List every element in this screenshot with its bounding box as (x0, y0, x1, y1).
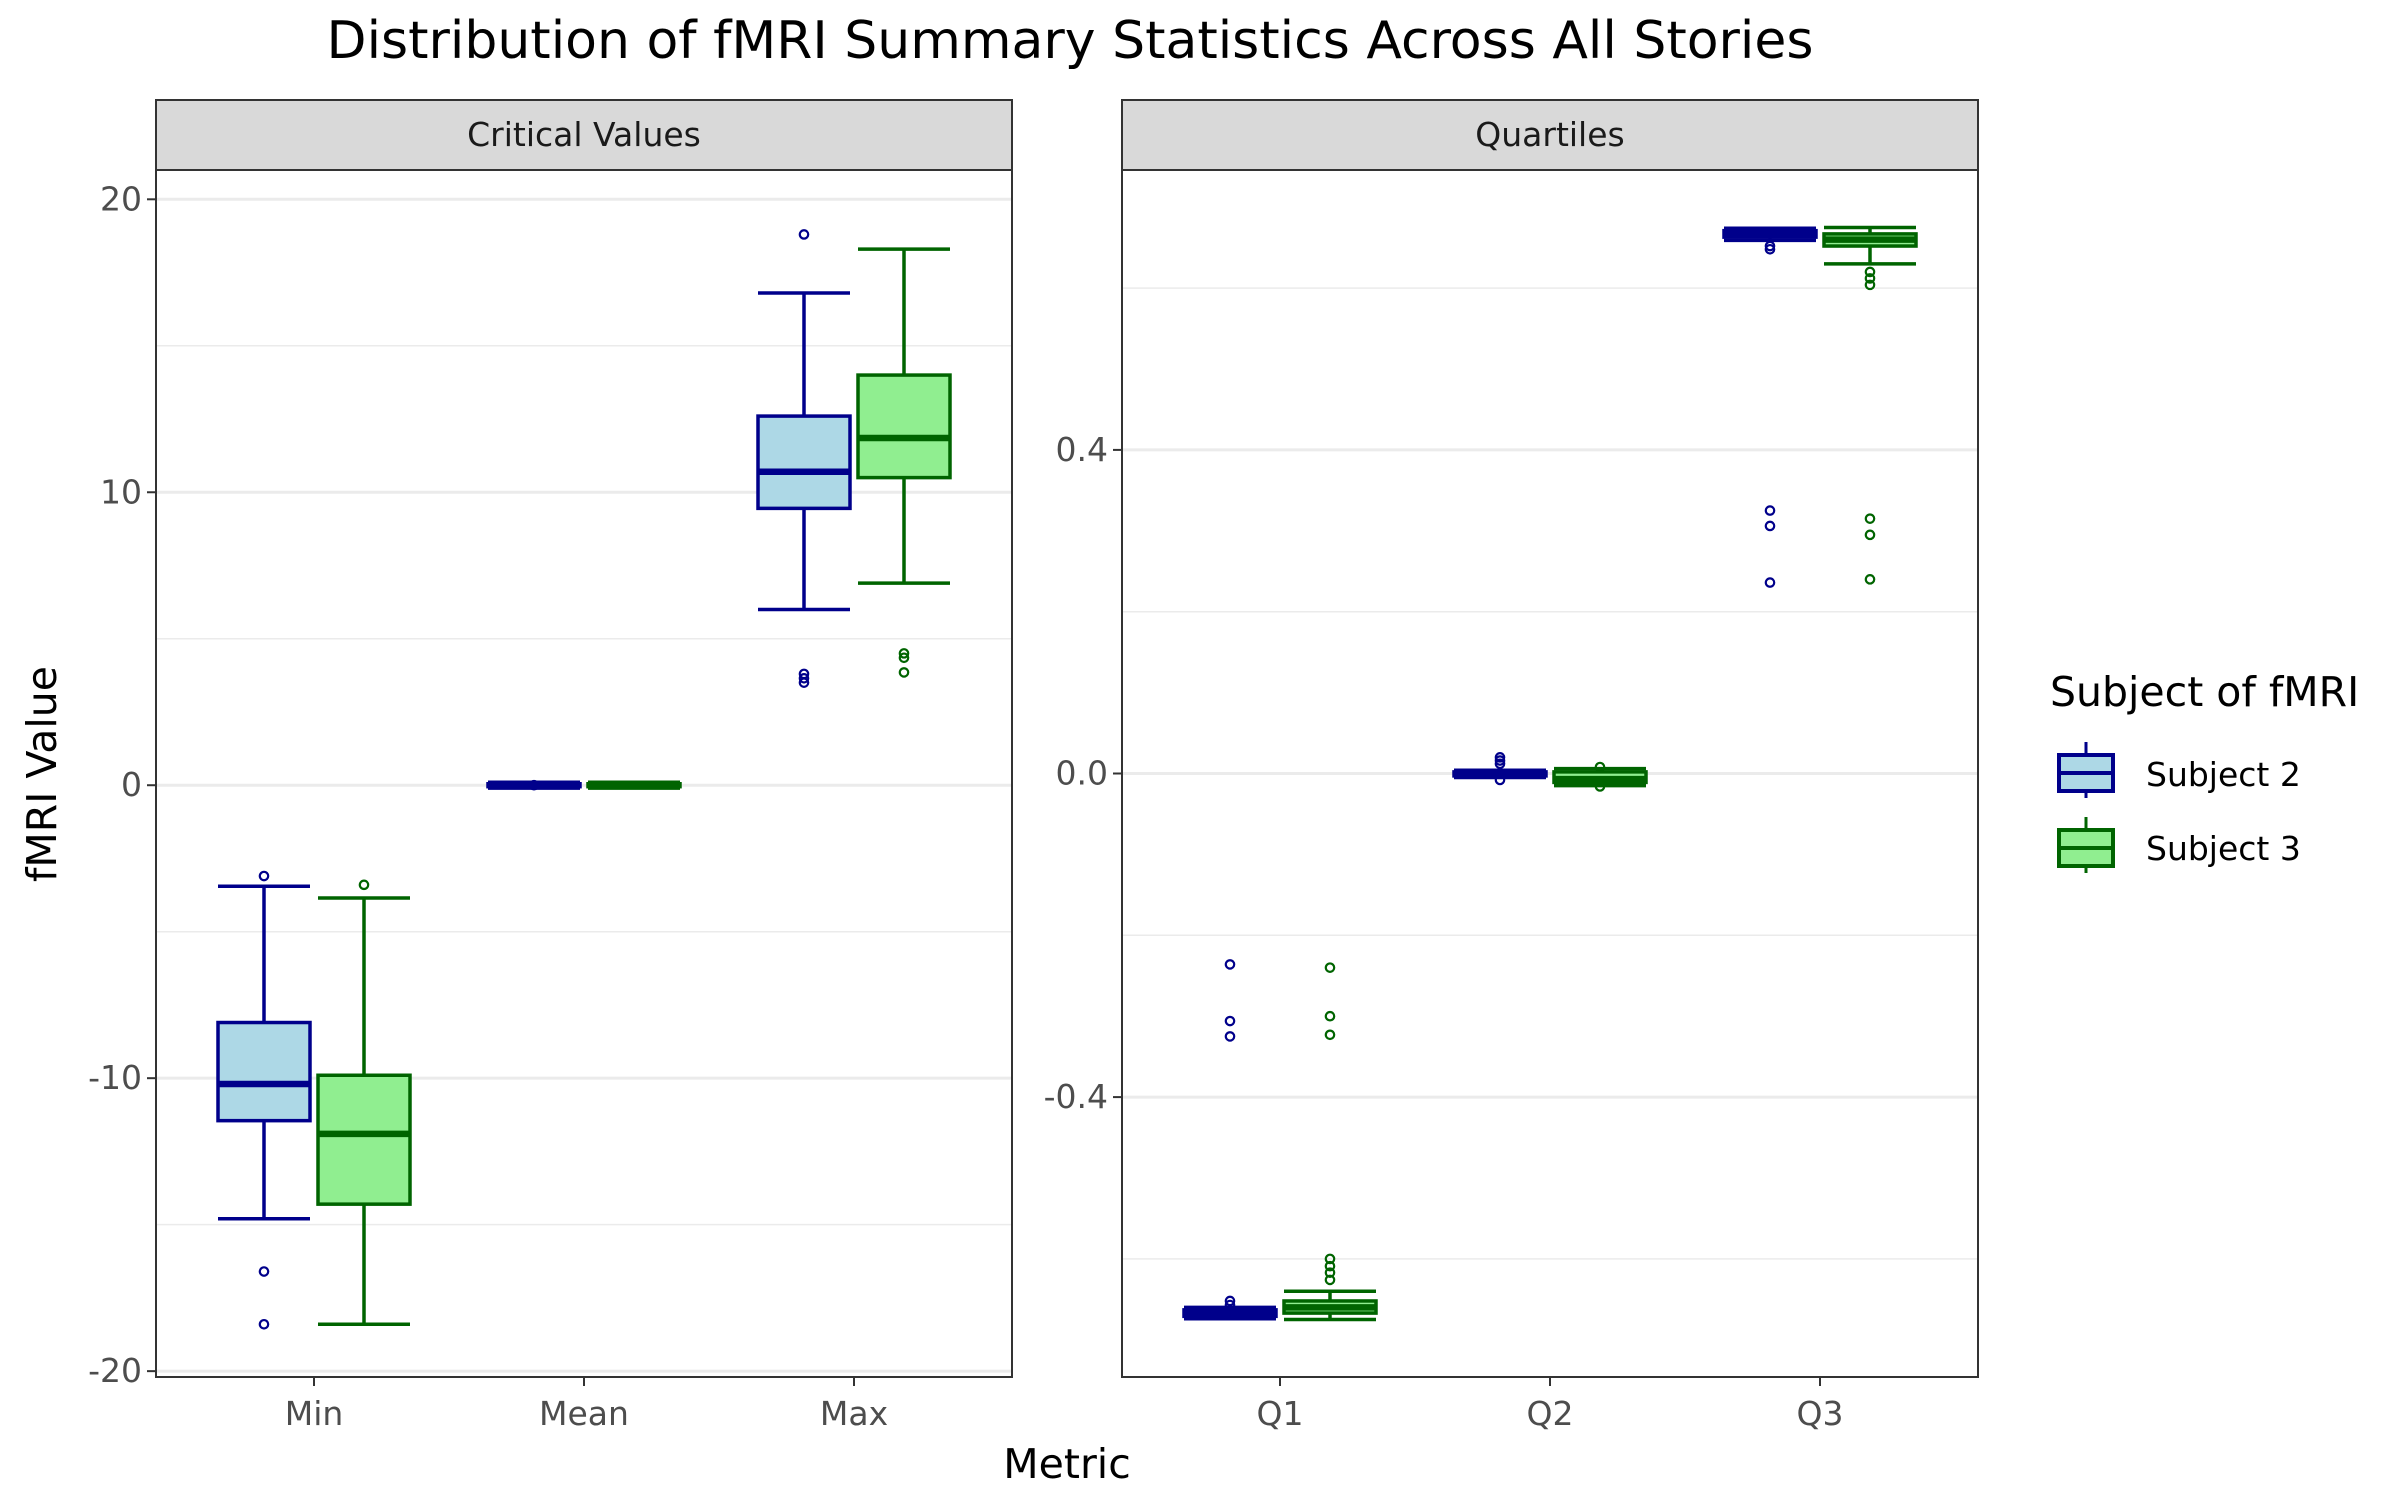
legend: Subject of fMRI Subject 2 Subject 3 (2050, 668, 2359, 873)
x-tick-label-max: Max (820, 1394, 888, 1433)
panel-strip-label: Critical Values (467, 115, 701, 154)
outlier-point (258, 1266, 270, 1277)
legend-key-subject-3 (2057, 817, 2115, 873)
outlier-point (1594, 781, 1606, 792)
y-tick-label: 20 (100, 179, 142, 218)
outlier-point (258, 1318, 270, 1330)
outlier-point (1864, 279, 1876, 291)
box-subject-3-max (856, 247, 952, 678)
outlier-point (1224, 1015, 1236, 1027)
chart-title: Distribution of fMRI Summary Statistics … (327, 11, 1814, 71)
outlier-point (798, 229, 810, 240)
outlier-point (1864, 273, 1876, 284)
y-tick-label: -10 (88, 1058, 142, 1097)
panel-strip (155, 99, 1013, 171)
outlier-point (1864, 529, 1876, 541)
outlier-point (528, 779, 540, 791)
y-axis-title: fMRI Value (18, 666, 66, 882)
outlier-point (358, 879, 370, 891)
y-tick-label: 0.4 (1056, 430, 1108, 469)
box-subject-2-mean (486, 779, 582, 791)
box-subject-2-q2 (1452, 752, 1548, 786)
box-subject-3-q2 (1552, 761, 1648, 792)
box-subject-2-q1 (1182, 959, 1278, 1321)
box-subject-3-q3 (1822, 225, 1918, 585)
box-body (316, 1073, 412, 1206)
outlier-point (1324, 1274, 1336, 1286)
outlier-point (1224, 1295, 1236, 1307)
box-subject-3-mean (586, 780, 682, 790)
outlier-point (1324, 1010, 1336, 1022)
panel-quartiles: Quartiles -0.4 0.0 0.4 Q1 Q2 Q3 (1044, 99, 1979, 1433)
legend-label-subject-3: Subject 3 (2146, 829, 2301, 868)
outlier-point (1764, 505, 1776, 516)
outlier-point (1324, 1029, 1336, 1041)
outlier-point (898, 667, 910, 678)
box-subject-2-min (216, 870, 312, 1330)
outlier-point (1324, 1260, 1336, 1272)
outlier-point (258, 870, 270, 882)
panel-background (156, 170, 1012, 1377)
outlier-point (1764, 520, 1776, 532)
outlier-point (798, 677, 810, 688)
x-tick-label-mean: Mean (539, 1394, 629, 1433)
x-tick-label-q3: Q3 (1797, 1394, 1844, 1433)
box-subject-2-max (756, 229, 852, 688)
outlier-point (1224, 959, 1236, 970)
x-axis-title: Metric (1003, 1440, 1130, 1488)
outlier-point (1494, 755, 1506, 766)
legend-key-subject-2 (2057, 742, 2115, 798)
box-body (756, 414, 852, 511)
panel-critical-values: Critical Values -20 -10 0 10 20 Min Mean Max (88, 99, 1013, 1433)
outlier-point (1324, 1267, 1336, 1278)
box-subject-3-min (316, 879, 412, 1327)
outlier-point (798, 672, 810, 684)
outlier-point (1764, 577, 1776, 588)
legend-title: Subject of fMRI (2050, 668, 2359, 716)
outlier-point (1324, 962, 1336, 973)
box-subject-2-q3 (1722, 226, 1818, 588)
outlier-point (1494, 758, 1506, 770)
legend-label-subject-2: Subject 2 (2146, 755, 2301, 794)
outlier-point (1494, 774, 1506, 786)
panel-strip (1121, 99, 1979, 171)
outlier-point (898, 652, 910, 664)
outlier-point (1324, 1253, 1336, 1265)
box-subject-3-q1 (1282, 962, 1378, 1322)
outlier-point (1864, 266, 1876, 278)
box-body (216, 1020, 312, 1123)
y-tick-label: 0.0 (1056, 754, 1108, 793)
x-tick-label-min: Min (285, 1394, 344, 1433)
y-tick-label: 10 (100, 472, 142, 511)
outlier-point (1224, 1299, 1236, 1311)
outlier-point (1864, 513, 1876, 524)
box-body (856, 373, 952, 480)
y-tick-label: 0 (121, 765, 142, 804)
y-tick-label: -20 (88, 1351, 142, 1390)
outlier-point (1764, 240, 1776, 252)
outlier-point (1224, 1031, 1236, 1042)
outlier-point (1864, 574, 1876, 585)
x-tick-label-q2: Q2 (1527, 1394, 1574, 1433)
outlier-point (898, 648, 910, 659)
y-tick-label: -0.4 (1044, 1077, 1108, 1116)
outlier-point (1764, 243, 1776, 255)
x-tick-label-q1: Q1 (1257, 1394, 1304, 1433)
outlier-point (1494, 752, 1506, 763)
panel-strip-label: Quartiles (1475, 115, 1624, 154)
outlier-point (1594, 761, 1606, 773)
